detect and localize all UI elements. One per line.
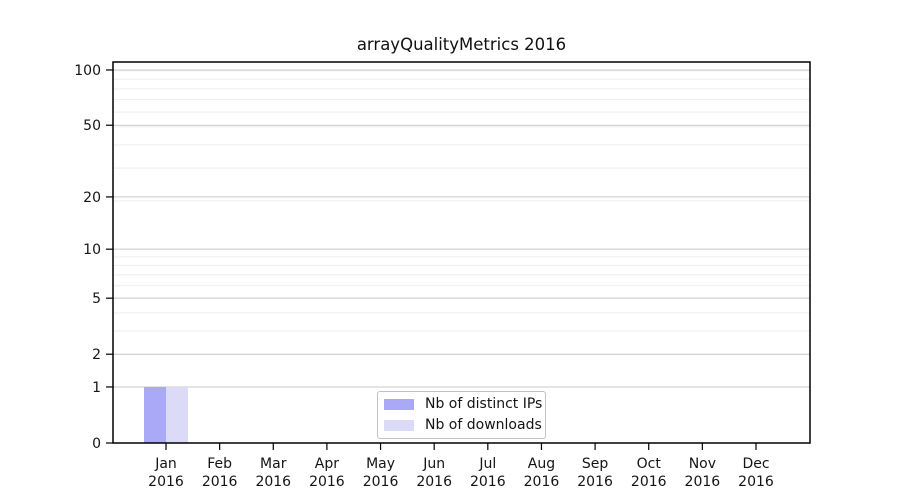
x-tick-label-month-nov: Nov bbox=[689, 456, 716, 472]
y-tick-label-1: 1 bbox=[92, 380, 101, 396]
y-tick-label-50: 50 bbox=[83, 118, 101, 134]
x-tick-label-month-jul: Jul bbox=[478, 456, 496, 472]
legend: Nb of distinct IPs Nb of downloads bbox=[377, 391, 546, 439]
legend-item-downloads: Nb of downloads bbox=[384, 416, 542, 435]
x-tick-label-year-dec: 2016 bbox=[738, 474, 774, 490]
x-tick-label-year-sep: 2016 bbox=[577, 474, 613, 490]
x-tick-label-year-nov: 2016 bbox=[685, 474, 721, 490]
x-tick-label-month-dec: Dec bbox=[742, 456, 769, 472]
x-tick-label-month-jan: Jan bbox=[154, 456, 177, 472]
legend-label-downloads: Nb of downloads bbox=[425, 417, 542, 433]
chart-title: arrayQualityMetrics 2016 bbox=[356, 35, 567, 54]
x-tick-label-month-mar: Mar bbox=[260, 456, 287, 472]
y-tick-label-100: 100 bbox=[74, 63, 101, 79]
x-tick-label-year-feb: 2016 bbox=[202, 474, 238, 490]
plot-border bbox=[112, 61, 811, 444]
downloads-swatch-icon bbox=[384, 420, 414, 431]
x-tick-label-month-apr: Apr bbox=[315, 456, 339, 472]
x-tick-label-year-jul: 2016 bbox=[470, 474, 506, 490]
y-tick-label-0: 0 bbox=[92, 436, 101, 452]
y-tick-label-5: 5 bbox=[92, 291, 101, 307]
x-tick-label-month-aug: Aug bbox=[528, 456, 555, 472]
x-tick-label-month-oct: Oct bbox=[637, 456, 662, 472]
x-tick-label-year-apr: 2016 bbox=[309, 474, 345, 490]
x-tick-label-year-jun: 2016 bbox=[416, 474, 452, 490]
x-tick-label-year-may: 2016 bbox=[363, 474, 399, 490]
x-tick-label-year-aug: 2016 bbox=[524, 474, 560, 490]
legend-label-distinct-ips: Nb of distinct IPs bbox=[425, 396, 543, 412]
x-tick-label-year-oct: 2016 bbox=[631, 474, 667, 490]
legend-item-distinct-ips: Nb of distinct IPs bbox=[384, 395, 543, 414]
x-tick-label-year-mar: 2016 bbox=[255, 474, 291, 490]
x-tick-label-month-jun: Jun bbox=[422, 456, 445, 472]
y-tick-label-2: 2 bbox=[92, 347, 101, 363]
bar-distinct-ips-jan bbox=[144, 386, 166, 443]
y-tick-label-20: 20 bbox=[83, 190, 101, 206]
distinct-ips-swatch-icon bbox=[384, 399, 414, 410]
x-tick-label-year-jan: 2016 bbox=[148, 474, 184, 490]
x-tick-label-month-may: May bbox=[366, 456, 395, 472]
x-tick-label-month-feb: Feb bbox=[207, 456, 232, 472]
y-tick-label-10: 10 bbox=[83, 242, 101, 258]
x-tick-label-month-sep: Sep bbox=[582, 456, 609, 472]
bar-downloads-jan bbox=[166, 386, 188, 443]
